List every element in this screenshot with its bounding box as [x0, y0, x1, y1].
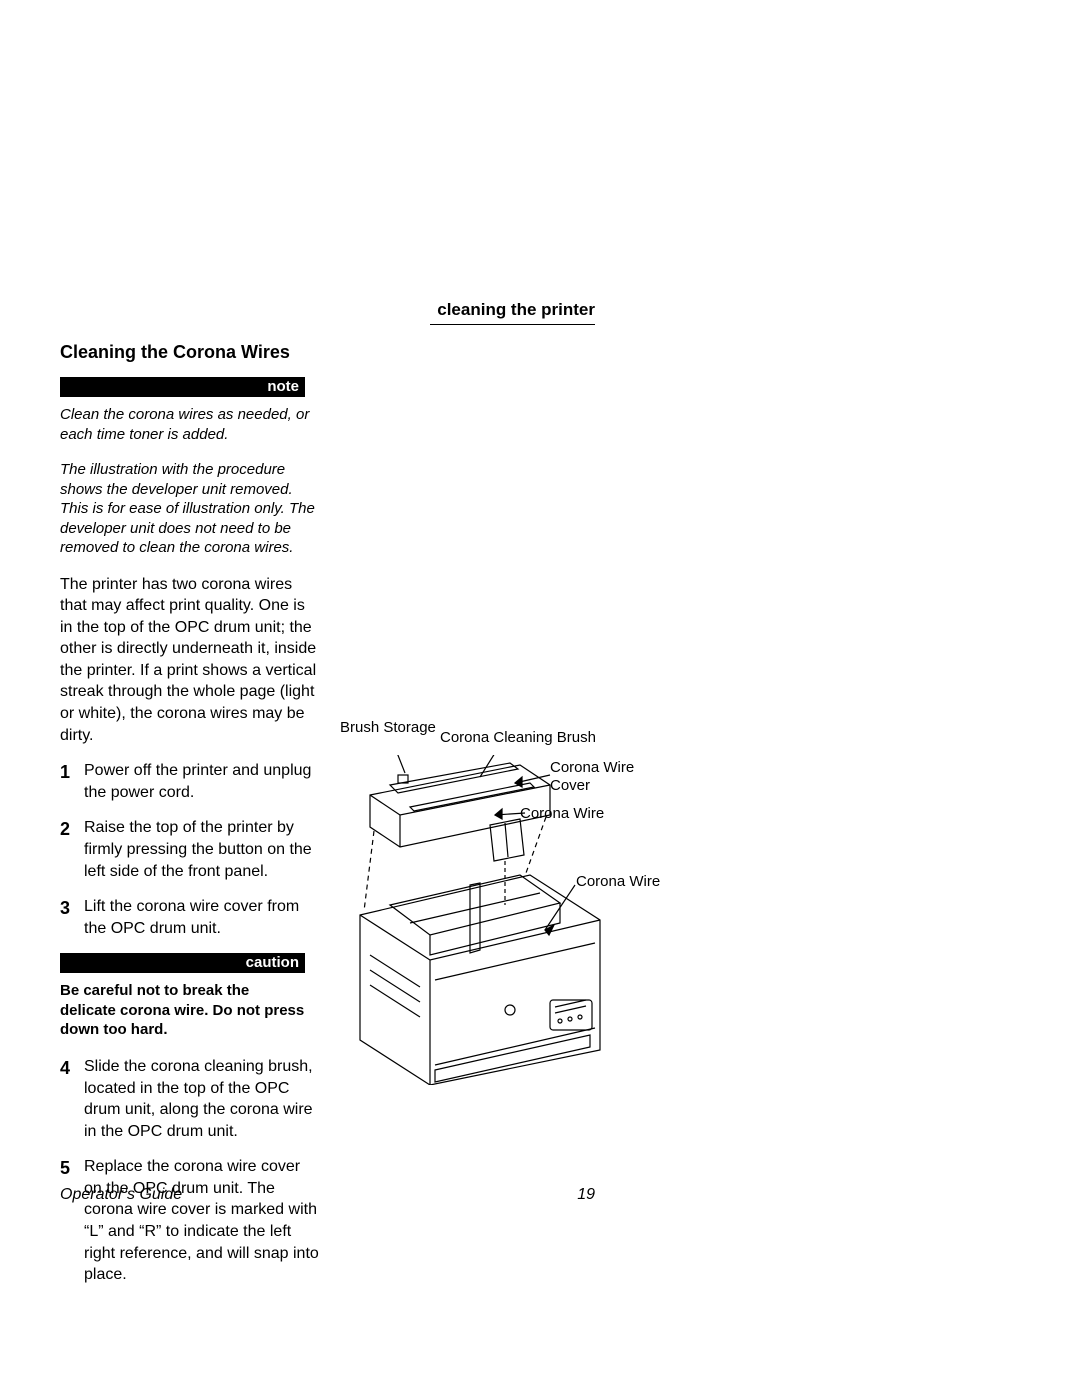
caution-bar: caution — [60, 953, 305, 973]
footer-page-number: 19 — [577, 1186, 595, 1204]
intro-paragraph: The printer has two corona wires that ma… — [60, 574, 320, 747]
page-title: Cleaning the Corona Wires — [60, 342, 1020, 363]
step-5: 5 Replace the corona wire cover on the O… — [60, 1156, 320, 1286]
page-footer: Operator’s Guide 19 — [60, 1186, 595, 1204]
note-bar: note — [60, 377, 305, 397]
footer-guide: Operator’s Guide — [60, 1186, 182, 1204]
left-column: note Clean the corona wires as needed, o… — [60, 377, 320, 1286]
caution-text: Be careful not to break the delicate cor… — [60, 981, 305, 1040]
header-rule — [430, 324, 595, 325]
step-1: 1 Power off the printer and unplug the p… — [60, 760, 320, 803]
steps-list-continued: 4 Slide the corona cleaning brush, locat… — [60, 1056, 320, 1286]
step-number: 4 — [60, 1056, 84, 1142]
label-brush-storage: Brush Storage — [340, 719, 436, 737]
step-number: 3 — [60, 896, 84, 939]
printer-diagram-icon — [350, 755, 630, 1085]
step-3: 3 Lift the corona wire cover from the OP… — [60, 896, 320, 939]
section-header-text: cleaning the printer — [437, 300, 595, 320]
printer-illustration: Brush Storage Corona Cleaning Brush Coro… — [340, 715, 640, 1075]
step-2: 2 Raise the top of the printer by firmly… — [60, 817, 320, 882]
step-text: Replace the corona wire cover on the OPC… — [84, 1156, 320, 1286]
step-number: 5 — [60, 1156, 84, 1286]
step-text: Power off the printer and unplug the pow… — [84, 760, 320, 803]
note-paragraph-1: Clean the corona wires as needed, or eac… — [60, 405, 320, 444]
note-paragraph-2: The illustration with the procedure show… — [60, 460, 320, 558]
steps-list: 1 Power off the printer and unplug the p… — [60, 760, 320, 939]
step-text: Slide the corona cleaning brush, located… — [84, 1056, 320, 1142]
step-number: 2 — [60, 817, 84, 882]
label-cleaning-brush: Corona Cleaning Brush — [440, 729, 596, 747]
step-4: 4 Slide the corona cleaning brush, locat… — [60, 1056, 320, 1142]
step-text: Raise the top of the printer by firmly p… — [84, 817, 320, 882]
step-text: Lift the corona wire cover from the OPC … — [84, 896, 320, 939]
page-content: cleaning the printer Cleaning the Corona… — [60, 300, 1020, 1300]
section-header: cleaning the printer — [60, 300, 595, 328]
step-number: 1 — [60, 760, 84, 803]
